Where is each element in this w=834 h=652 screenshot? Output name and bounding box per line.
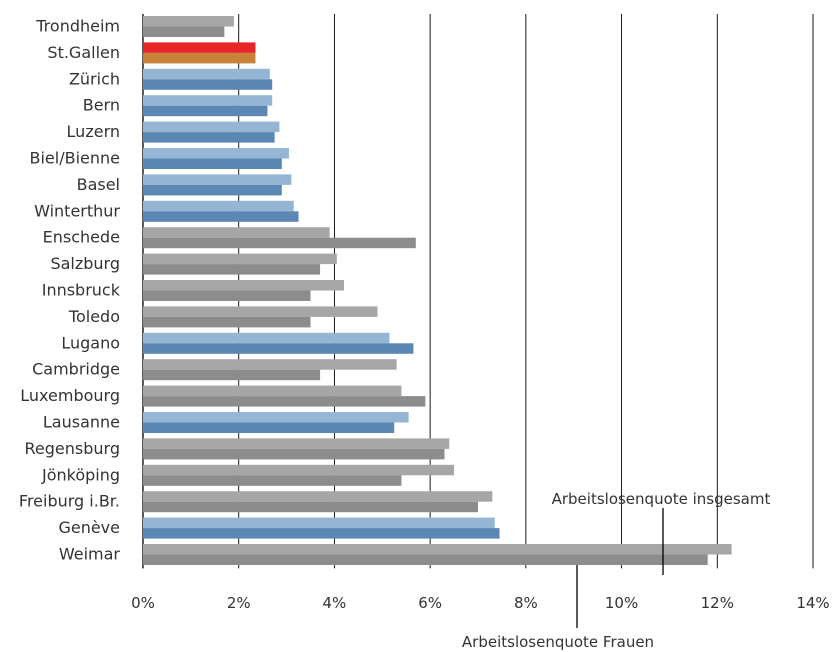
- bar-frauen: [143, 105, 268, 117]
- x-tick-label: 0%: [131, 594, 155, 612]
- category-label: Regensburg: [25, 439, 120, 458]
- category-label: Luzern: [67, 122, 120, 141]
- category-label: Enschede: [43, 228, 120, 247]
- x-tick-label: 4%: [323, 594, 347, 612]
- bar-insgesamt: [143, 438, 450, 449]
- annotations: Arbeitslosenquote insgesamt Arbeitslosen…: [462, 490, 771, 651]
- bar-frauen: [143, 316, 311, 328]
- category-label: Weimar: [59, 545, 121, 564]
- bar-frauen: [143, 184, 282, 196]
- bar-insgesamt: [143, 174, 292, 185]
- x-tick-label: 6%: [418, 594, 442, 612]
- category-label: Basel: [77, 175, 120, 194]
- bar-insgesamt: [143, 227, 330, 238]
- category-label: Salzburg: [50, 254, 120, 273]
- bar-insgesamt: [143, 16, 234, 27]
- category-label: Biel/Bienne: [30, 149, 121, 168]
- bar-frauen: [143, 448, 445, 460]
- bar-frauen: [143, 475, 402, 486]
- category-label: Winterthur: [34, 201, 120, 220]
- x-tick-label: 14%: [796, 594, 829, 612]
- bar-frauen: [143, 369, 321, 381]
- bar-insgesamt: [143, 68, 270, 80]
- category-label: Cambridge: [32, 360, 120, 379]
- bar-insgesamt: [143, 306, 378, 317]
- annotation-insgesamt: Arbeitslosenquote insgesamt: [552, 490, 771, 508]
- bar-frauen: [143, 211, 299, 222]
- bar-frauen: [143, 237, 416, 249]
- bar-insgesamt: [143, 95, 273, 106]
- bar-insgesamt: [143, 148, 289, 159]
- bar-insgesamt: [143, 491, 493, 502]
- x-tick-label: 12%: [701, 594, 734, 612]
- bar-frauen: [143, 343, 414, 354]
- x-tick-label: 10%: [605, 594, 638, 612]
- bar-frauen: [143, 422, 395, 433]
- category-label: St.Gallen: [47, 43, 120, 62]
- bar-insgesamt: [143, 464, 455, 476]
- x-tick-label: 8%: [514, 594, 538, 612]
- category-label: Toledo: [68, 307, 120, 326]
- category-label: Jönköping: [41, 465, 120, 484]
- category-label: Innsbruck: [42, 281, 121, 300]
- category-label: Lugano: [61, 333, 120, 352]
- bar-insgesamt: [143, 280, 344, 291]
- bar-insgesamt: [143, 359, 397, 370]
- bar-frauen: [143, 290, 311, 301]
- bar-insgesamt: [143, 200, 294, 212]
- category-labels: Trondheim St.Gallen Zürich Bern Luzern Biel/B…: [19, 17, 121, 564]
- category-label: Luxembourg: [20, 386, 120, 405]
- bar-frauen: [143, 52, 256, 64]
- category-label: Freiburg i.Br.: [19, 492, 120, 511]
- bar-insgesamt: [143, 517, 495, 529]
- bar-insgesamt: [143, 121, 280, 133]
- bar-frauen: [143, 396, 426, 407]
- bar-frauen: [143, 158, 282, 169]
- bar-frauen: [143, 554, 708, 565]
- x-tick-label: 2%: [227, 594, 251, 612]
- x-tick-labels: 0% 2% 4% 6% 8% 10% 12% 14%: [131, 594, 830, 612]
- bar-insgesamt: [143, 544, 732, 555]
- bar-frauen: [143, 26, 225, 37]
- bar-frauen: [143, 501, 478, 513]
- bar-frauen: [143, 79, 273, 90]
- category-label: Lausanne: [43, 413, 120, 432]
- bar-insgesamt: [143, 385, 402, 397]
- category-label: Bern: [83, 96, 120, 115]
- bar-frauen: [143, 132, 275, 143]
- bar-frauen: [143, 528, 500, 539]
- bar-insgesamt: [143, 42, 256, 53]
- category-label: Genève: [58, 518, 120, 537]
- category-label: Zürich: [69, 69, 120, 88]
- bar-insgesamt: [143, 332, 390, 344]
- bars: [143, 16, 732, 565]
- category-label: Trondheim: [35, 17, 120, 36]
- bar-frauen: [143, 264, 321, 275]
- annotation-frauen: Arbeitslosenquote Frauen: [462, 633, 654, 651]
- bar-insgesamt: [143, 253, 337, 265]
- bar-insgesamt: [143, 412, 409, 423]
